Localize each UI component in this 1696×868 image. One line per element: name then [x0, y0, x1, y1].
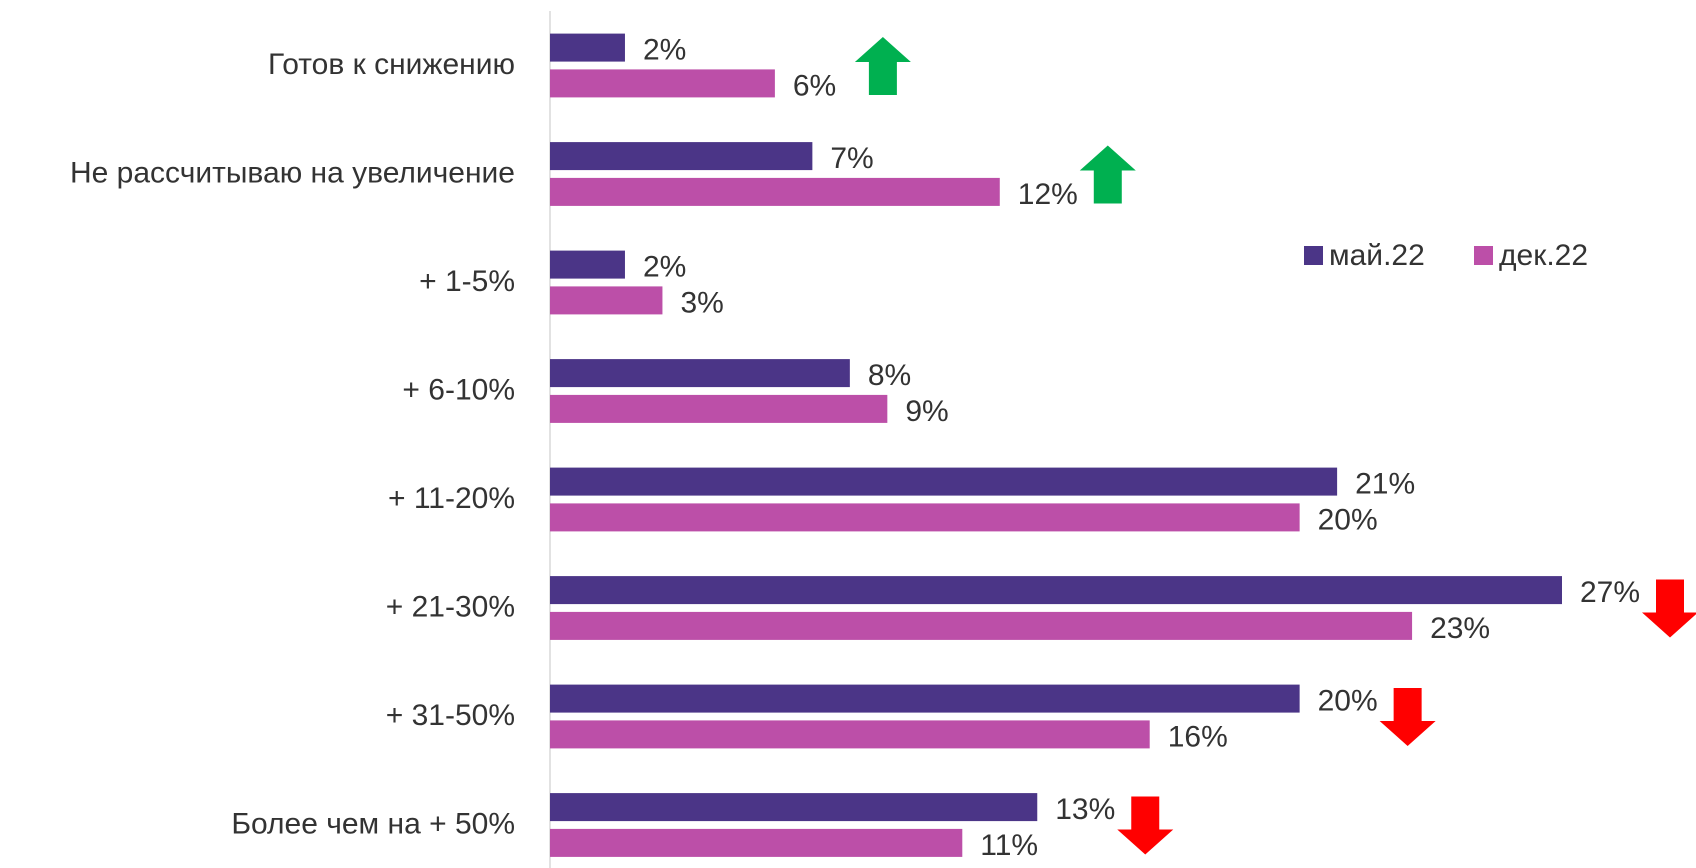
value-label: 8%	[868, 359, 911, 392]
trend-arrow	[1079, 145, 1136, 204]
value-label: 6%	[793, 69, 836, 102]
legend-label: дек.22	[1499, 239, 1588, 272]
bar	[550, 576, 1562, 605]
bar	[550, 503, 1300, 532]
value-label: 2%	[643, 34, 686, 67]
category-label: + 1-5%	[419, 265, 515, 298]
value-label: 13%	[1055, 793, 1115, 826]
value-label: 21%	[1355, 468, 1415, 501]
value-label: 12%	[1018, 178, 1078, 211]
bar	[550, 793, 1038, 822]
category-label: + 11-20%	[388, 482, 515, 515]
bar	[550, 286, 663, 315]
value-label: 9%	[905, 395, 948, 428]
value-label: 20%	[1318, 503, 1378, 536]
bar	[550, 828, 963, 857]
category-label: Готов к снижению	[268, 48, 515, 81]
bar	[550, 33, 625, 62]
legend-swatch	[1474, 246, 1493, 265]
bar	[550, 69, 775, 98]
value-label: 11%	[980, 829, 1038, 862]
bar	[550, 177, 1000, 206]
category-label: + 31-50%	[386, 699, 515, 732]
bar	[550, 611, 1413, 640]
category-label: Не рассчитываю на увеличение	[70, 156, 515, 189]
legend-label: май.22	[1329, 239, 1425, 272]
category-label: + 21-30%	[386, 590, 515, 623]
value-label: 16%	[1168, 720, 1228, 753]
bar	[550, 359, 850, 388]
trend-arrow	[854, 37, 911, 95]
bar	[550, 467, 1338, 496]
value-label: 27%	[1580, 576, 1640, 609]
category-label: Более чем на + 50%	[231, 807, 515, 840]
trend-arrow	[1117, 796, 1174, 855]
bar	[550, 684, 1300, 713]
trend-arrow	[1642, 579, 1696, 638]
trend-arrow	[1379, 688, 1436, 746]
legend-swatch	[1304, 246, 1323, 265]
bar	[550, 394, 888, 423]
bar	[550, 720, 1150, 749]
value-label: 23%	[1430, 612, 1490, 645]
value-label: 7%	[830, 142, 873, 175]
value-label: 3%	[680, 286, 723, 319]
category-label: + 6-10%	[402, 373, 515, 406]
value-label: 20%	[1318, 685, 1378, 718]
bar	[550, 142, 813, 171]
bar	[550, 250, 625, 279]
value-label: 2%	[643, 251, 686, 284]
